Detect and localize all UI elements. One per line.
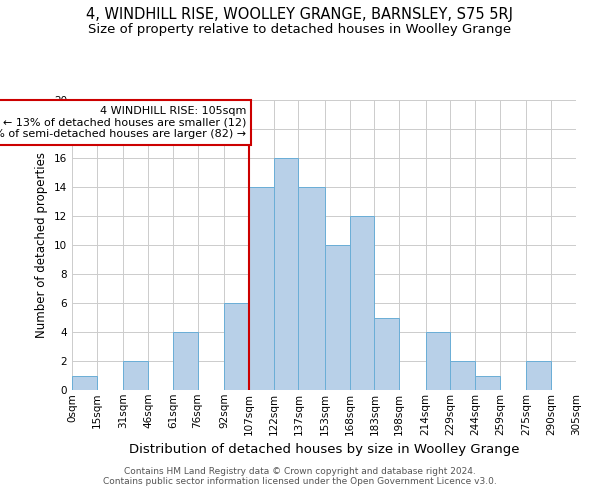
Bar [526, 361, 551, 390]
Text: 4 WINDHILL RISE: 105sqm
← 13% of detached houses are smaller (12)
87% of semi-de: 4 WINDHILL RISE: 105sqm ← 13% of detache… [0, 106, 246, 139]
Bar [123, 361, 148, 390]
Bar [249, 187, 274, 390]
Text: 4, WINDHILL RISE, WOOLLEY GRANGE, BARNSLEY, S75 5RJ: 4, WINDHILL RISE, WOOLLEY GRANGE, BARNSL… [86, 8, 514, 22]
Bar [374, 318, 399, 390]
Bar [72, 376, 97, 390]
Y-axis label: Number of detached properties: Number of detached properties [35, 152, 49, 338]
Text: Size of property relative to detached houses in Woolley Grange: Size of property relative to detached ho… [88, 22, 512, 36]
Bar [298, 187, 325, 390]
Text: Contains public sector information licensed under the Open Government Licence v3: Contains public sector information licen… [103, 477, 497, 486]
X-axis label: Distribution of detached houses by size in Woolley Grange: Distribution of detached houses by size … [129, 443, 519, 456]
Bar [425, 332, 451, 390]
Bar [173, 332, 197, 390]
Bar [451, 361, 475, 390]
Bar [350, 216, 374, 390]
Text: Contains HM Land Registry data © Crown copyright and database right 2024.: Contains HM Land Registry data © Crown c… [124, 467, 476, 476]
Bar [325, 245, 350, 390]
Bar [475, 376, 500, 390]
Bar [224, 303, 249, 390]
Bar [274, 158, 298, 390]
